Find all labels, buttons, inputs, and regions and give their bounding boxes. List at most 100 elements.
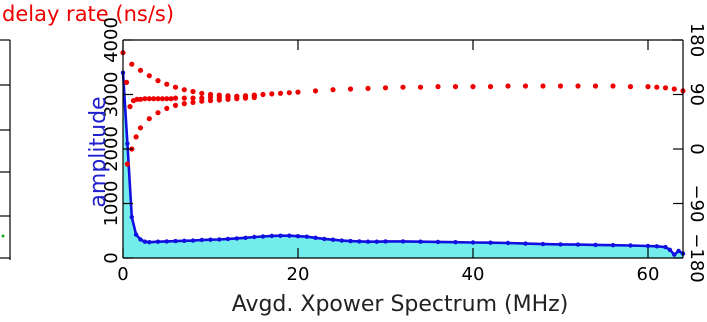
- y2-tick-label: −90: [686, 185, 707, 223]
- chart-ticks: 0 20 40 60 0 1000 2000 3000 4000 −180 −90 0 90 180: [101, 17, 707, 285]
- phase-point: [251, 94, 257, 101]
- phase-point: [137, 125, 144, 131]
- phase-point: [155, 96, 161, 102]
- amplitude-point: [575, 242, 581, 247]
- amplitude-point: [260, 234, 266, 239]
- amplitude-point: [182, 238, 187, 243]
- y2-tick-label: 180: [686, 23, 707, 57]
- amplitude-area: [123, 72, 683, 258]
- amplitude-point: [540, 241, 546, 247]
- phase-point: [190, 95, 196, 101]
- phase-point: [452, 84, 459, 90]
- phase-point: [610, 83, 616, 89]
- amplitude-point: [383, 239, 388, 244]
- phase-point: [124, 161, 130, 167]
- amplitude-point: [155, 239, 161, 244]
- amplitude-point: [304, 234, 309, 239]
- phase-point: [242, 95, 249, 101]
- chart-frame: [122, 39, 684, 259]
- phase-point: [127, 104, 133, 110]
- phase-point: [181, 101, 187, 107]
- amplitude-point: [138, 237, 143, 242]
- amplitude-point: [488, 240, 493, 245]
- y-tick-label: 3000: [101, 72, 122, 118]
- amplitude-point: [676, 248, 681, 254]
- phase-point: [133, 134, 139, 140]
- phase-point: [225, 93, 231, 99]
- phase-point: [312, 88, 319, 94]
- amplitude-point: [593, 242, 598, 248]
- amplitude-point: [654, 244, 659, 249]
- phase-point: [137, 96, 144, 102]
- amplitude-line: [121, 72, 684, 257]
- amplitude-point: [173, 238, 178, 244]
- phase-point: [172, 102, 179, 108]
- phase-point: [662, 85, 669, 91]
- phase-point: [172, 84, 179, 90]
- amplitude-point: [133, 232, 139, 237]
- x-tick-label: 40: [462, 264, 485, 285]
- y-tick-label: 2000: [101, 126, 122, 172]
- amplitude-point: [330, 237, 336, 242]
- amplitude-point: [225, 236, 231, 242]
- amplitude-point: [217, 237, 222, 242]
- phase-point: [575, 83, 581, 89]
- amplitude-point: [663, 244, 668, 250]
- phase-point: [645, 84, 651, 90]
- phase-point: [505, 83, 511, 89]
- phase-point: [155, 78, 161, 84]
- amplitude-point: [278, 233, 283, 238]
- phase-point: [269, 91, 275, 97]
- phase-point: [155, 110, 161, 116]
- amplitude-point: [470, 240, 476, 245]
- amplitude-point: [435, 239, 441, 245]
- amplitude-point: [287, 233, 292, 238]
- left-panel-edge: [0, 39, 11, 260]
- phase-point: [260, 91, 266, 98]
- amplitude-point: [142, 239, 148, 244]
- amplitude-point: [234, 236, 239, 241]
- phase-point: [627, 84, 634, 90]
- phase-point: [487, 84, 494, 90]
- phase-point: [207, 91, 214, 98]
- phase-point: [365, 85, 371, 91]
- left-panel-point: [1, 234, 5, 238]
- phase-point: [146, 73, 152, 79]
- y-tick-label: 1000: [101, 181, 122, 227]
- phase-point: [190, 99, 196, 105]
- phase-point: [172, 95, 179, 101]
- amplitude-point: [313, 235, 318, 240]
- header-title: delay rate (ns/s): [2, 2, 174, 26]
- phase-point: [129, 61, 135, 67]
- phase-point: [199, 98, 205, 104]
- phase-point: [295, 89, 301, 95]
- phase-point: [199, 90, 205, 96]
- amplitude-point: [418, 239, 423, 244]
- phase-point: [164, 96, 170, 102]
- phase-point: [137, 67, 144, 73]
- phase-point: [540, 83, 546, 89]
- amplitude-point: [129, 214, 134, 220]
- phase-point: [207, 98, 214, 104]
- phase-point: [190, 88, 196, 95]
- amplitude-point: [339, 238, 344, 243]
- phase-point: [286, 90, 292, 96]
- phase-point: [557, 83, 564, 89]
- amplitude-point: [190, 238, 196, 243]
- phase-point: [382, 85, 389, 91]
- amplitude-point: [453, 240, 458, 245]
- amplitude-point: [208, 237, 213, 242]
- phase-point: [417, 84, 424, 90]
- amplitude-point: [252, 234, 257, 240]
- amplitude-point: [523, 241, 528, 246]
- y-axis-label: amplitude: [86, 96, 111, 207]
- x-tick-label: 20: [287, 264, 310, 285]
- phase-point: [225, 96, 231, 102]
- phase-point: [400, 84, 406, 90]
- amplitude-point: [164, 239, 169, 244]
- phase-point: [330, 87, 336, 93]
- amplitude-point: [199, 237, 204, 243]
- phase-point: [164, 81, 170, 87]
- amplitude-point: [147, 240, 152, 245]
